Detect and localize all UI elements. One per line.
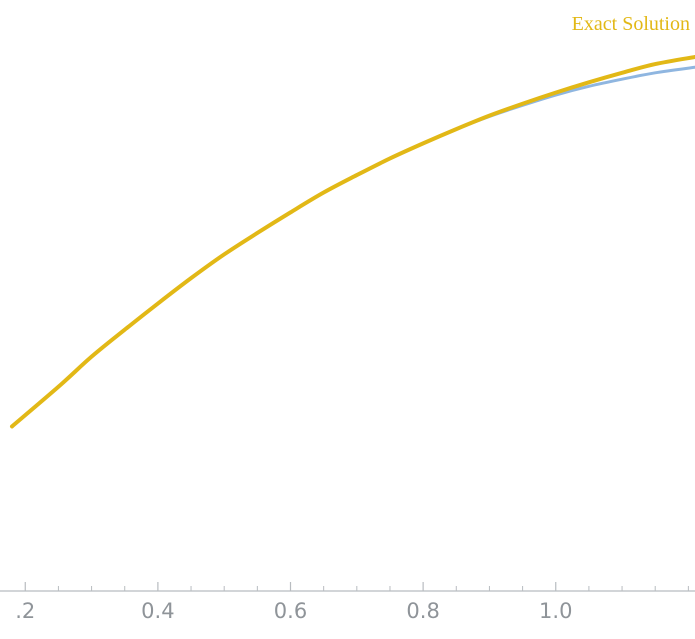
x-tick-label: 0.6	[274, 599, 307, 623]
x-tick-label: 0.4	[141, 599, 174, 623]
series-layer	[10, 54, 695, 429]
approximate-solution-line	[10, 65, 695, 428]
label-layer: Exact Solution	[572, 13, 690, 35]
x-tick-label: 0.8	[406, 599, 439, 623]
x-axis: .2 0.4 0.6 0.8 1.0	[0, 582, 695, 623]
x-tick-label: 1.0	[539, 599, 572, 623]
series-label: Exact Solution	[572, 13, 690, 35]
exact-solution-line	[10, 54, 695, 429]
x-tick-label: .2	[15, 599, 35, 623]
